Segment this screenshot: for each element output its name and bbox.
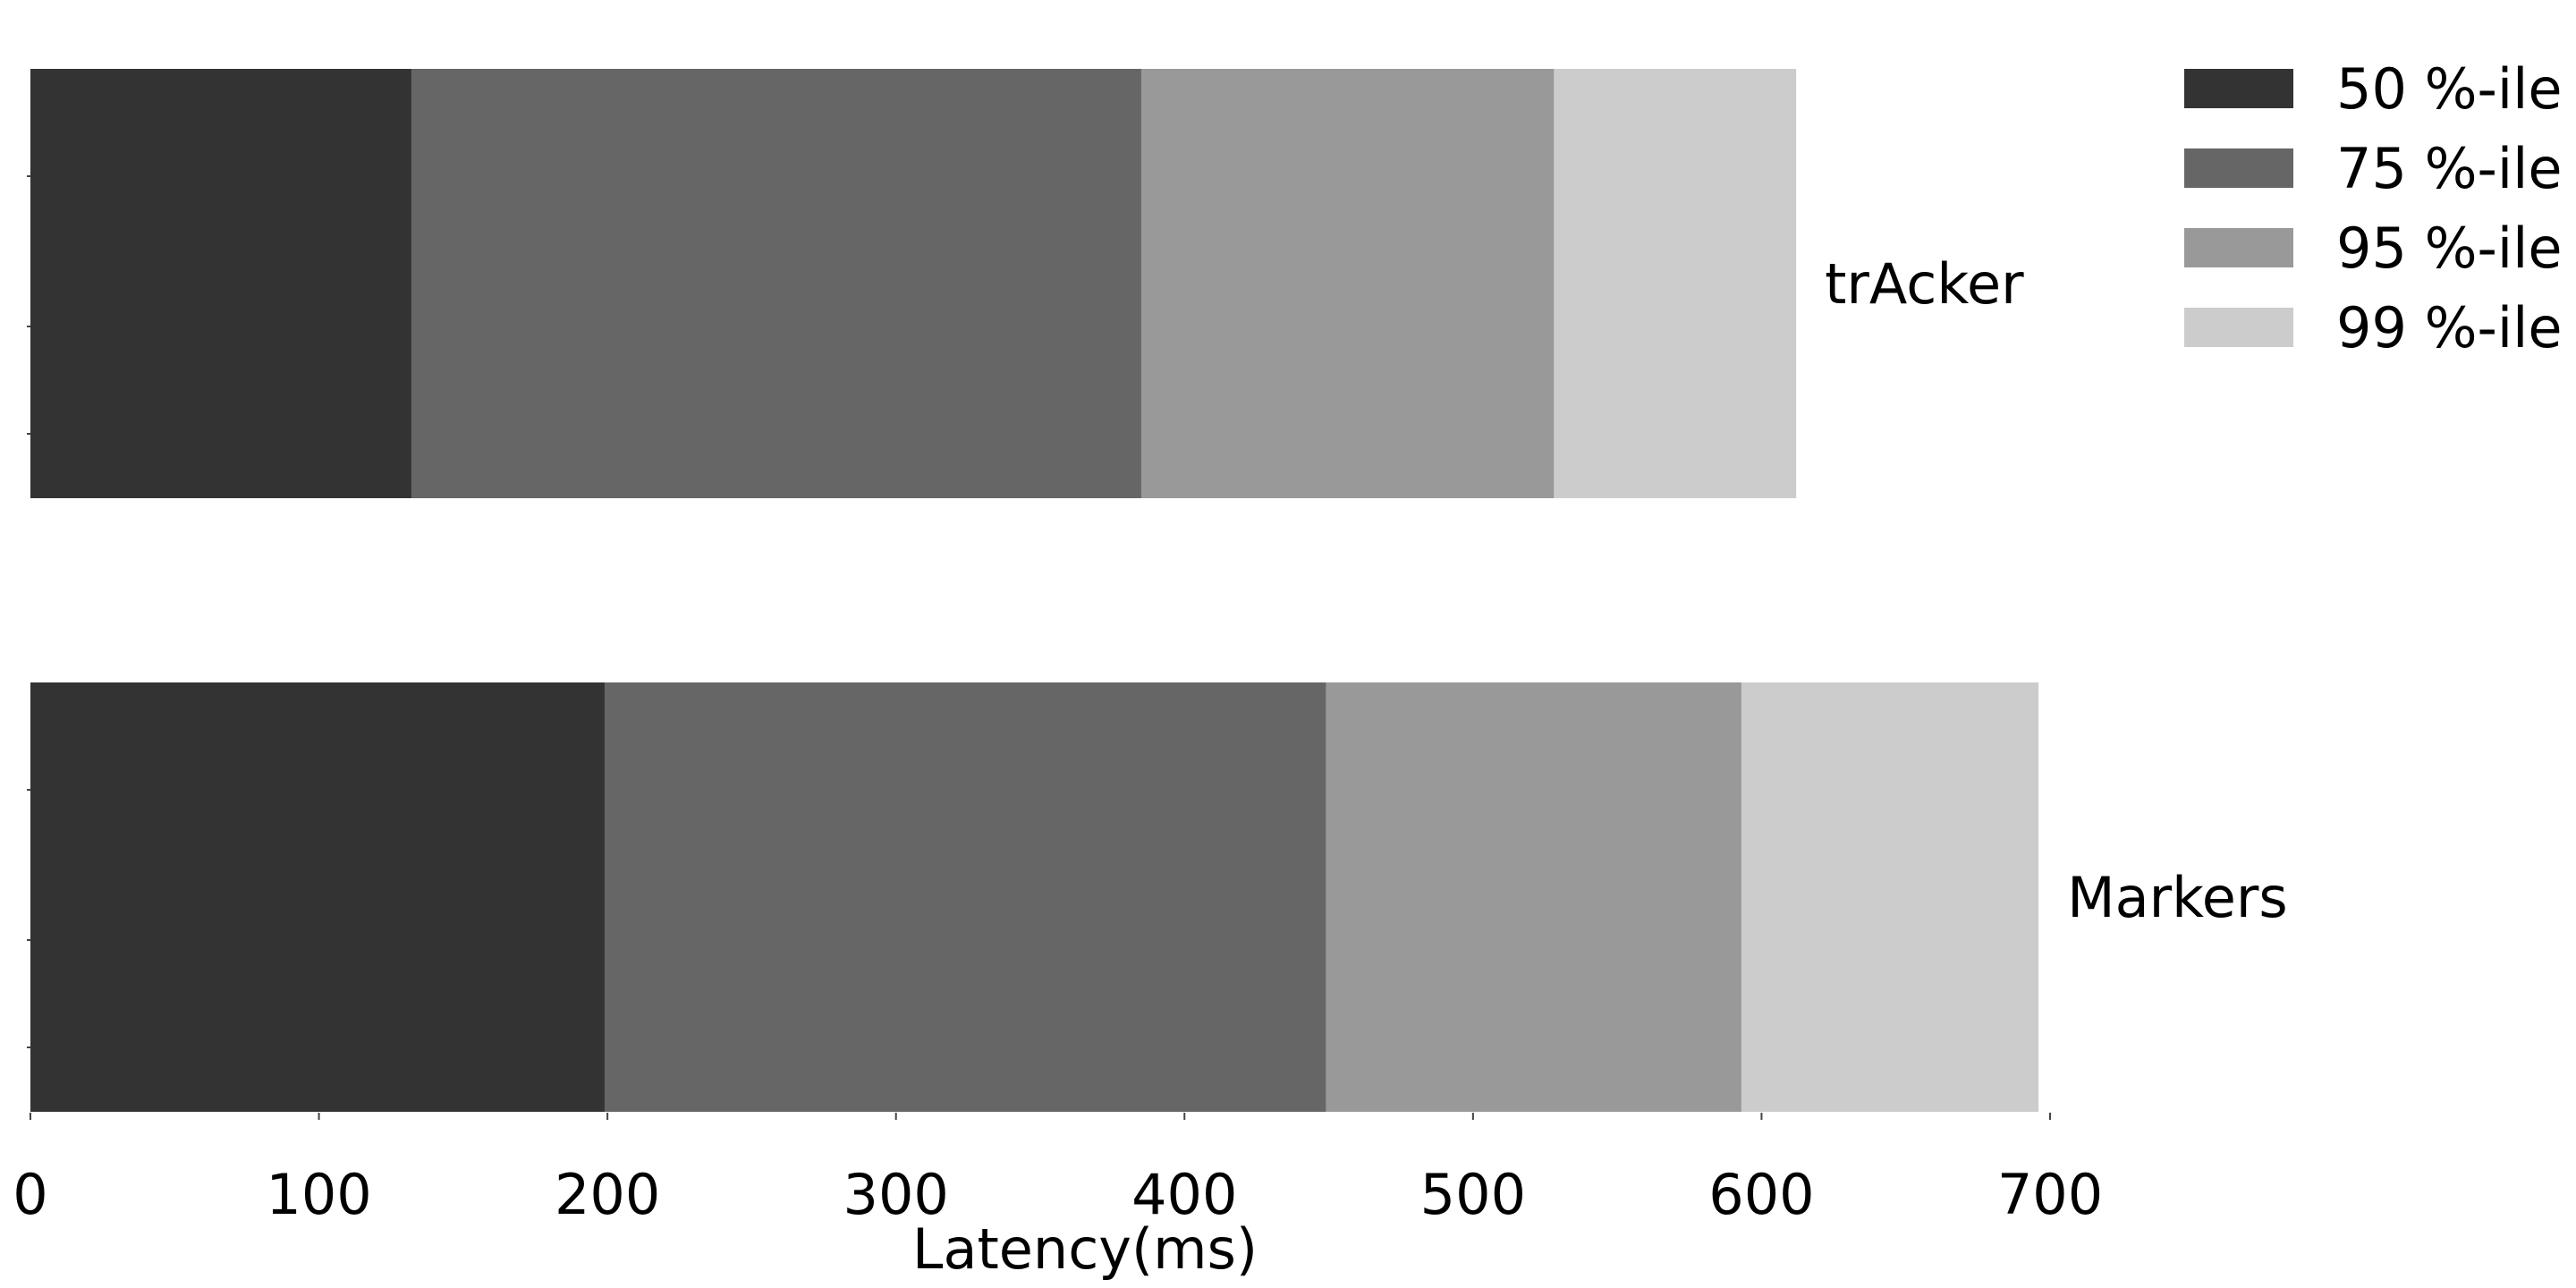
legend-swatch <box>2184 308 2293 347</box>
x-tick-label: 400 <box>1131 1162 1237 1227</box>
legend-swatch <box>2184 148 2293 188</box>
x-tick-label: 300 <box>843 1162 949 1227</box>
x-tick-label: 100 <box>266 1162 371 1227</box>
x-tick-label: 500 <box>1420 1162 1526 1227</box>
legend-label: 50 %-ile <box>2336 56 2562 122</box>
bar-labels: trAcker Markers <box>1825 251 2288 930</box>
bars <box>27 69 2039 1112</box>
x-tick-label: 600 <box>1708 1162 1814 1227</box>
legend-label: 95 %-ile <box>2336 216 2562 281</box>
bar-tracker-p50 <box>30 69 411 498</box>
x-tick-label: 200 <box>555 1162 660 1227</box>
legend: 50 %-ile 75 %-ile 95 %-ile 99 %-ile <box>2184 56 2562 360</box>
bar-markers-p50 <box>30 682 605 1112</box>
legend-label: 99 %-ile <box>2336 295 2562 360</box>
legend-swatch <box>2184 69 2293 108</box>
x-tick-label: 0 <box>13 1162 47 1227</box>
bar-label-markers: Markers <box>2067 865 2288 930</box>
legend-swatch <box>2184 228 2293 267</box>
x-axis-title: Latency(ms) <box>912 1216 1258 1282</box>
legend-label: 75 %-ile <box>2336 136 2562 201</box>
x-tick-label: 700 <box>1997 1162 2103 1227</box>
bar-label-tracker: trAcker <box>1825 251 2024 317</box>
x-axis: 0 100 200 300 400 500 600 700 <box>13 1113 2103 1227</box>
